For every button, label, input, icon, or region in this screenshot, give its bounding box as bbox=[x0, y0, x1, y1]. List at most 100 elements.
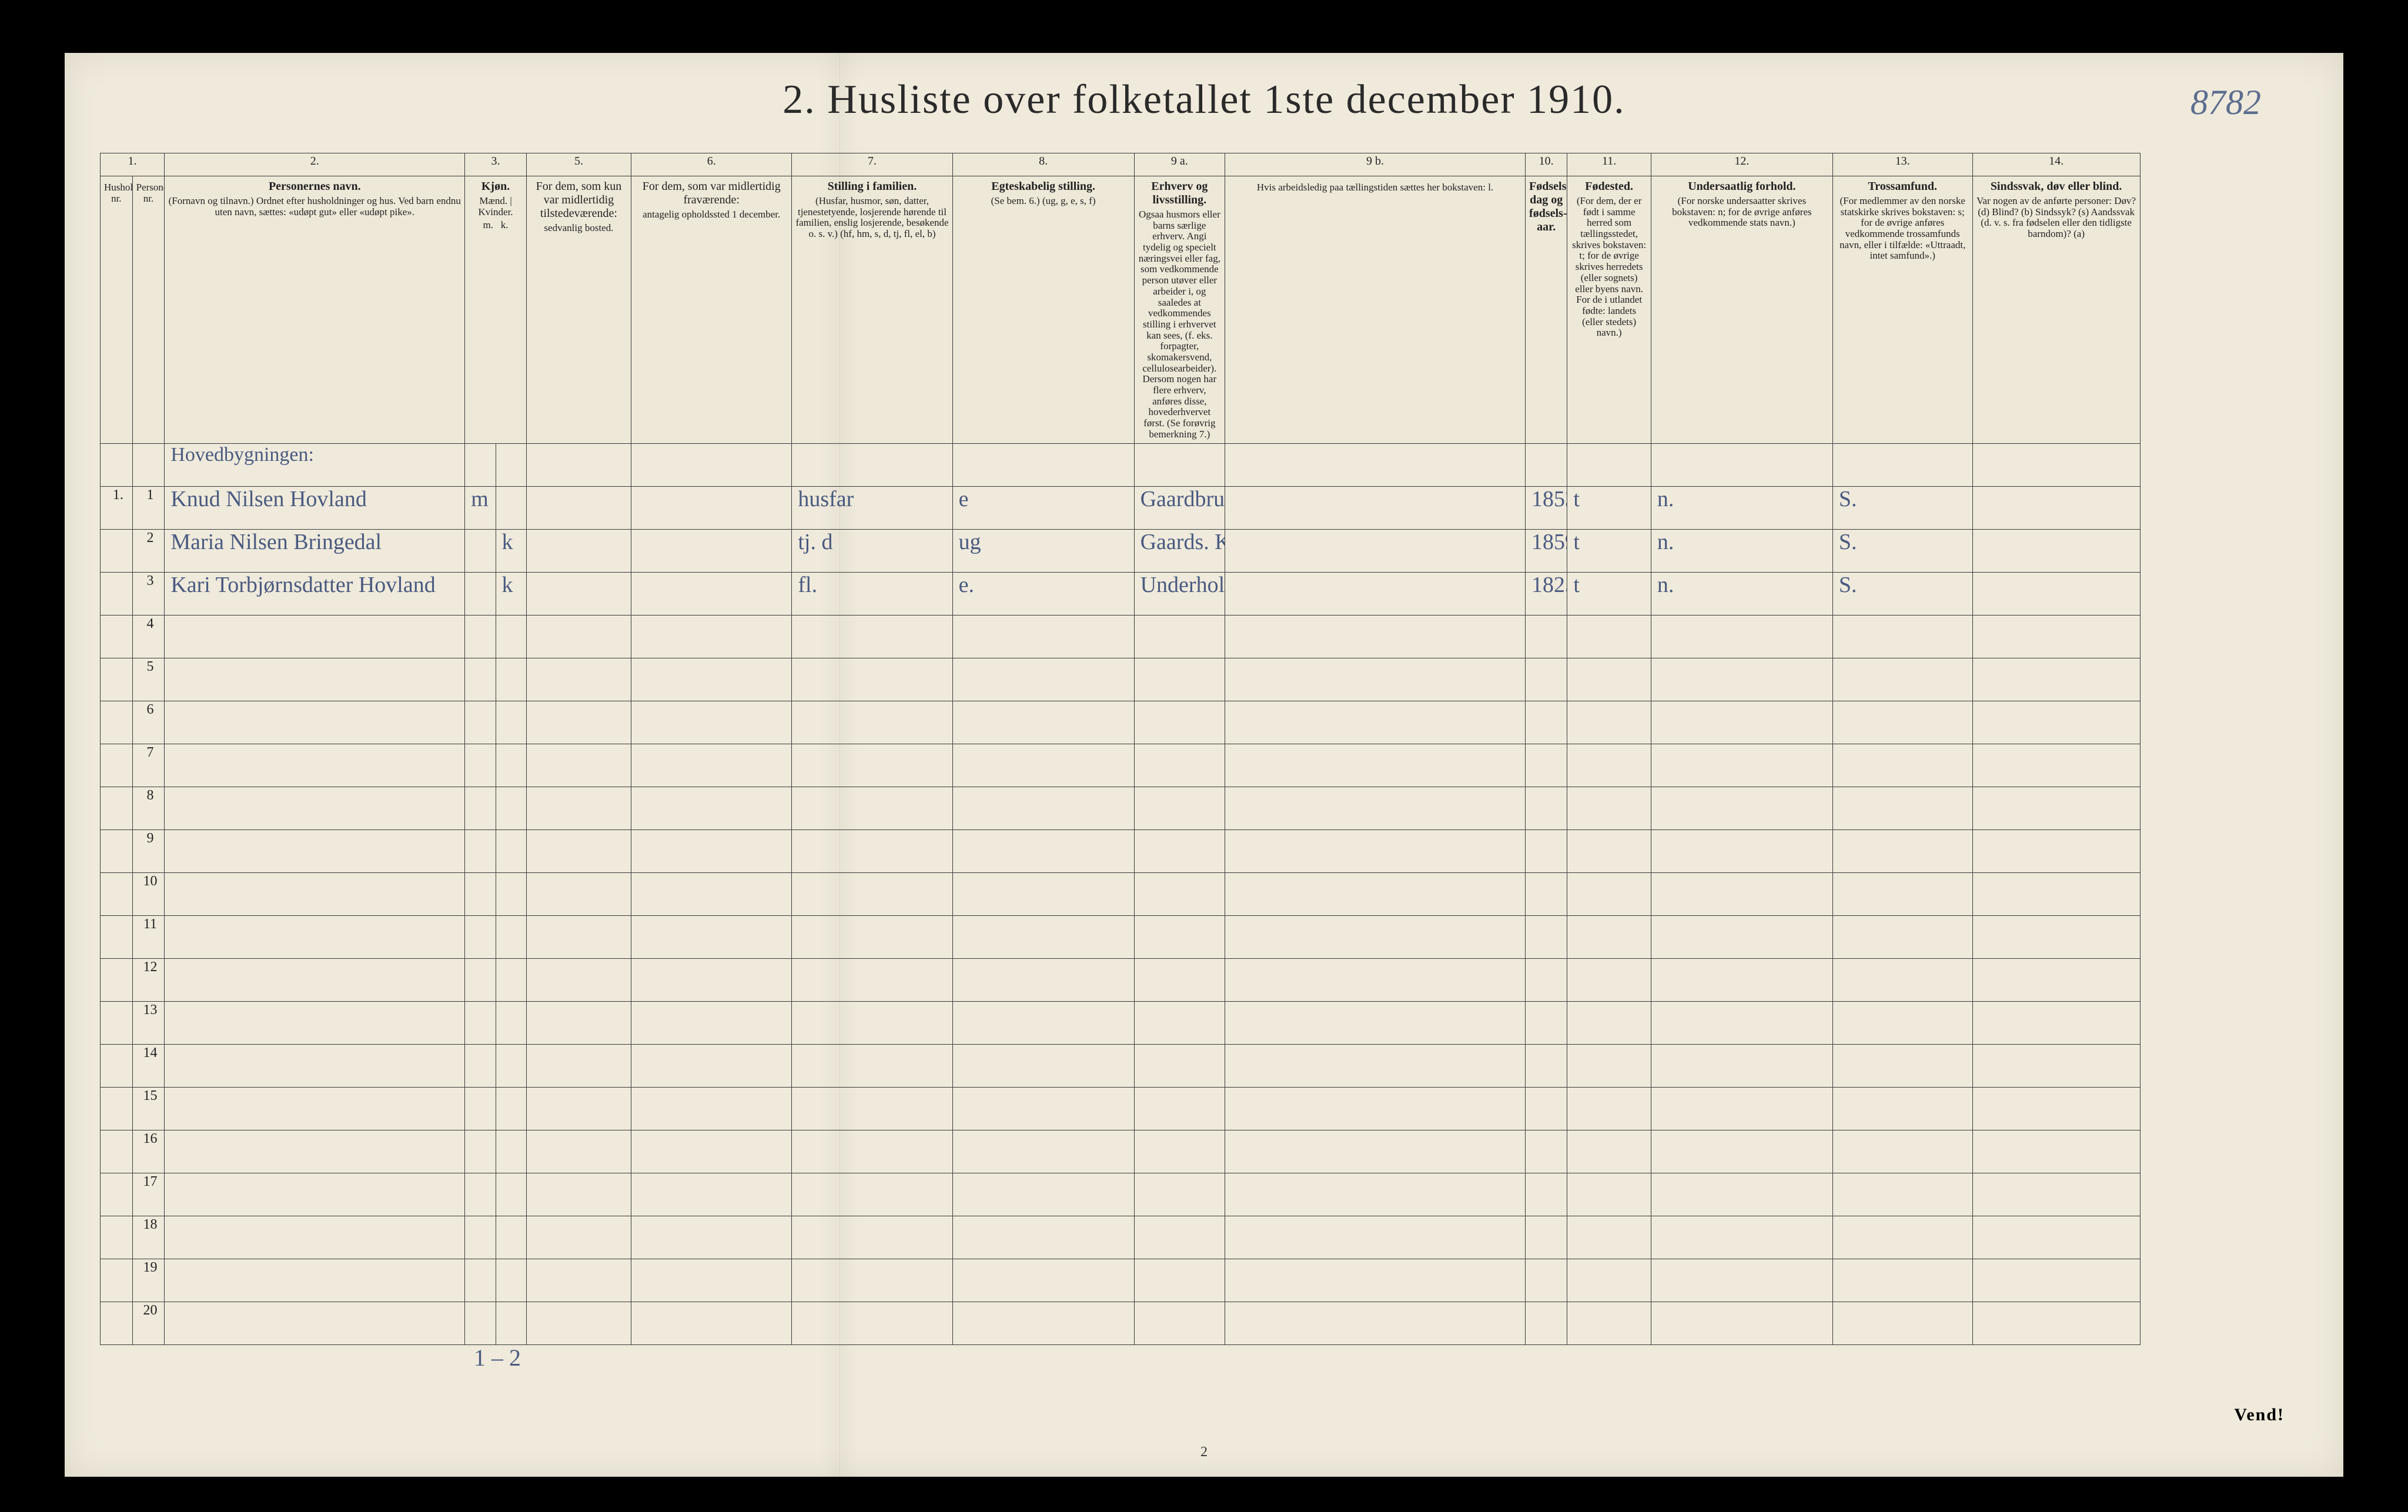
row-number-cell: 7 bbox=[132, 744, 165, 787]
empty-cell bbox=[792, 873, 952, 916]
empty-cell bbox=[1526, 1216, 1567, 1259]
empty-cell bbox=[101, 830, 133, 873]
empty-cell bbox=[1526, 1345, 1567, 1388]
empty-cell bbox=[1972, 1088, 2140, 1130]
colnum-cell: 9 a. bbox=[1134, 153, 1225, 176]
empty-cell bbox=[1225, 1302, 1526, 1345]
empty-cell bbox=[101, 787, 133, 830]
empty-cell bbox=[1832, 615, 1972, 658]
empty-cell bbox=[1651, 744, 1832, 787]
empty-cell bbox=[952, 744, 1134, 787]
empty-cell bbox=[526, 1002, 631, 1045]
table-row: 5 bbox=[101, 658, 2308, 701]
empty-cell bbox=[1832, 1173, 1972, 1216]
empty-cell bbox=[792, 959, 952, 1002]
empty-cell bbox=[1651, 658, 1832, 701]
empty-cell bbox=[792, 658, 952, 701]
empty-cell bbox=[1134, 959, 1225, 1002]
empty-cell bbox=[952, 1130, 1134, 1173]
empty-cell bbox=[1225, 959, 1526, 1002]
empty-cell bbox=[1832, 1216, 1972, 1259]
empty-cell bbox=[1526, 444, 1567, 487]
empty-cell bbox=[526, 830, 631, 873]
empty-cell bbox=[1832, 1002, 1972, 1045]
empty-cell bbox=[631, 1045, 792, 1088]
empty-cell bbox=[1567, 658, 1651, 701]
column-header-row: Husholdningernes nr.Personernes nr.Perso… bbox=[101, 176, 2308, 444]
table-row: 2Maria Nilsen Bringedalkb.tj. dugGaards.… bbox=[101, 530, 2308, 573]
empty-cell bbox=[952, 1173, 1134, 1216]
col-2-header: Personernes navn.(Fornavn og tilnavn.) O… bbox=[165, 176, 465, 444]
data-cell bbox=[496, 487, 526, 530]
table-row: 16 bbox=[101, 1130, 2308, 1173]
empty-cell bbox=[496, 615, 526, 658]
empty-cell bbox=[1134, 744, 1225, 787]
empty-cell bbox=[1651, 1002, 1832, 1045]
data-cell bbox=[526, 487, 631, 530]
empty-cell bbox=[1972, 1130, 2140, 1173]
empty-cell bbox=[1526, 959, 1567, 1002]
table-row: 15 bbox=[101, 1088, 2308, 1130]
empty-cell bbox=[952, 830, 1134, 873]
empty-cell bbox=[465, 916, 496, 959]
empty-cell bbox=[1526, 873, 1567, 916]
col-9a-header: Erhverv og livsstilling.Ogsaa husmors el… bbox=[1134, 176, 1225, 444]
empty-cell bbox=[631, 787, 792, 830]
empty-cell bbox=[496, 873, 526, 916]
table-row: 6 bbox=[101, 701, 2308, 744]
colnum-cell: 7. bbox=[792, 153, 952, 176]
empty-cell bbox=[496, 1045, 526, 1088]
empty-cell bbox=[1832, 830, 1972, 873]
row-number-cell: 4 bbox=[132, 615, 165, 658]
empty-cell bbox=[101, 1259, 133, 1302]
empty-cell bbox=[1972, 1173, 2140, 1216]
empty-cell bbox=[526, 1130, 631, 1173]
empty-cell bbox=[1651, 615, 1832, 658]
data-cell: 3 bbox=[132, 573, 165, 615]
empty-cell bbox=[1972, 615, 2140, 658]
empty-cell bbox=[1225, 744, 1526, 787]
empty-cell bbox=[1832, 1088, 1972, 1130]
data-cell: Gaardbruker. Kirketjener bbox=[1134, 487, 1225, 530]
col-13-header: Trossamfund.(For medlemmer av den norske… bbox=[1832, 176, 1972, 444]
empty-cell bbox=[1567, 916, 1651, 959]
empty-cell bbox=[165, 959, 465, 1002]
empty-cell bbox=[165, 1045, 465, 1088]
empty-cell bbox=[1526, 1088, 1567, 1130]
empty-cell bbox=[101, 744, 133, 787]
empty-cell bbox=[1225, 1002, 1526, 1045]
empty-cell bbox=[101, 615, 133, 658]
empty-cell bbox=[1972, 1259, 2140, 1302]
title-row: 2. Husliste over folketallet 1ste decemb… bbox=[100, 76, 2308, 153]
data-cell bbox=[631, 530, 792, 573]
scan-viewport: 2. Husliste over folketallet 1ste decemb… bbox=[0, 0, 2408, 1512]
empty-cell bbox=[1832, 744, 1972, 787]
data-cell: 1. bbox=[101, 487, 133, 530]
empty-cell bbox=[165, 916, 465, 959]
empty-cell bbox=[1832, 873, 1972, 916]
empty-cell bbox=[631, 444, 792, 487]
col-1a-header: Husholdningernes nr. bbox=[101, 176, 133, 444]
empty-cell bbox=[465, 1302, 496, 1345]
empty-cell bbox=[465, 744, 496, 787]
colnum-cell: 3. bbox=[465, 153, 527, 176]
empty-cell bbox=[526, 873, 631, 916]
empty-cell bbox=[1651, 1130, 1832, 1173]
empty-cell bbox=[101, 916, 133, 959]
empty-cell bbox=[1225, 1045, 1526, 1088]
page-title: 2. Husliste over folketallet 1ste decemb… bbox=[782, 76, 1625, 123]
empty-cell bbox=[465, 615, 496, 658]
empty-cell bbox=[1134, 615, 1225, 658]
empty-cell bbox=[631, 873, 792, 916]
empty-cell bbox=[101, 959, 133, 1002]
empty-cell bbox=[1832, 1130, 1972, 1173]
row-number-cell: 5 bbox=[132, 658, 165, 701]
empty-cell bbox=[101, 658, 133, 701]
data-cell: 1 bbox=[132, 487, 165, 530]
empty-cell bbox=[1651, 1045, 1832, 1088]
empty-cell bbox=[1972, 744, 2140, 787]
empty-cell bbox=[1832, 1345, 1972, 1388]
empty-cell bbox=[792, 744, 952, 787]
empty-cell bbox=[1526, 701, 1567, 744]
empty-cell bbox=[1134, 1302, 1225, 1345]
